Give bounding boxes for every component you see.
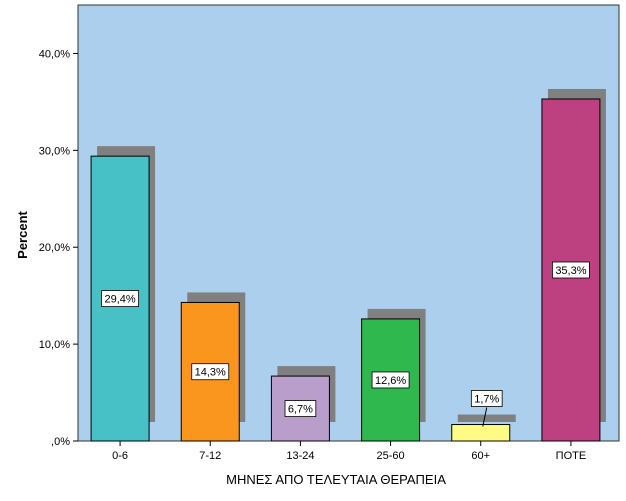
x-tick-label: 60+ <box>471 450 490 462</box>
y-axis: ,0% 10,0% 20,0% 30,0% 40,0% <box>39 48 78 448</box>
data-label: 6,7% <box>288 404 313 416</box>
x-axis-label: ΜΗΝΕΣ ΑΠΟ ΤΕΛΕΥΤΑΙΑ ΘΕΡΑΠΕΙΑ <box>226 472 446 487</box>
x-tick-label: ΠΟΤΕ <box>556 450 587 462</box>
plot-area <box>77 4 620 442</box>
data-label-box <box>191 363 230 381</box>
y-tick-label: ,0% <box>51 436 70 448</box>
data-label: 1,7% <box>474 394 499 406</box>
data-label: 35,3% <box>555 265 586 277</box>
data-label: 12,6% <box>375 375 406 387</box>
bars-layer: 29,4% 14,3% 6,7% 12,6% 1,7% 35,3% <box>90 88 606 442</box>
data-label-box <box>371 371 410 389</box>
x-axis: 0-6 7-12 13-24 25-60 60+ ΠΟΤΕ <box>112 441 586 462</box>
label-leader-line <box>482 407 488 427</box>
y-tick-label: 30,0% <box>39 145 70 157</box>
data-label-box <box>470 390 503 407</box>
x-tick-label: 25-60 <box>377 450 405 462</box>
data-label-box <box>552 261 590 279</box>
y-tick-label: 10,0% <box>39 339 70 351</box>
y-tick-label: 20,0% <box>39 242 70 254</box>
data-label: 29,4% <box>104 294 135 306</box>
x-tick-label: 13-24 <box>286 450 314 462</box>
y-axis-label: Percent <box>15 210 30 258</box>
bar <box>451 424 511 442</box>
x-tick-label: 7-12 <box>199 450 221 462</box>
data-label: 14,3% <box>195 367 226 379</box>
x-tick-label: 0-6 <box>112 450 128 462</box>
data-label-box <box>284 400 317 417</box>
data-label-box <box>101 290 139 307</box>
bar-shadow <box>457 414 516 422</box>
y-tick-label: 40,0% <box>39 48 70 60</box>
